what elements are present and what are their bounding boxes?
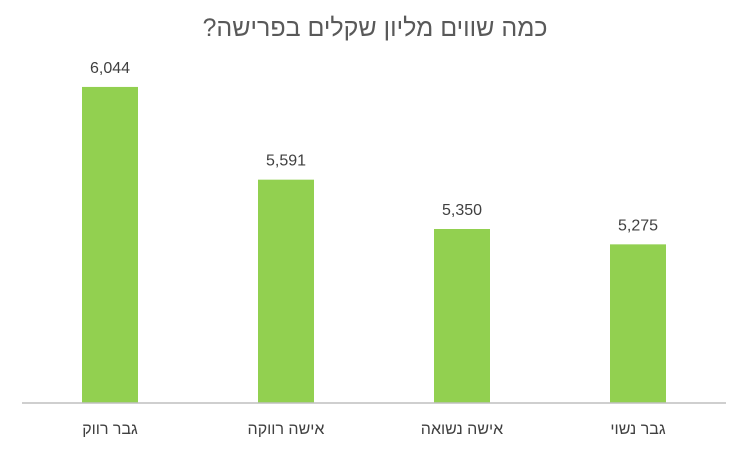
data-label-4: 5,275 [618, 217, 658, 234]
bar-3 [434, 229, 490, 403]
bar-4 [610, 244, 666, 403]
bars-layer [82, 86, 666, 404]
labels-layer: 6,044 גבר רווק 5,591 אישה רווקה 5,350 אישה נש… [82, 60, 666, 438]
category-label-1: גבר רווק [82, 421, 138, 438]
data-label-1: 6,044 [90, 60, 130, 77]
data-label-3: 5,350 [442, 202, 482, 219]
category-label-3: אישה נשואה [421, 421, 503, 438]
bar-1 [82, 86, 138, 404]
category-label-4: גבר נשוי [610, 421, 665, 438]
chart-title: כמה שווים מליון שקלים בפרישה? [202, 14, 548, 42]
category-label-2: אישה רווקה [248, 421, 325, 438]
data-label-2: 5,591 [266, 153, 306, 170]
bar-2 [258, 179, 314, 403]
